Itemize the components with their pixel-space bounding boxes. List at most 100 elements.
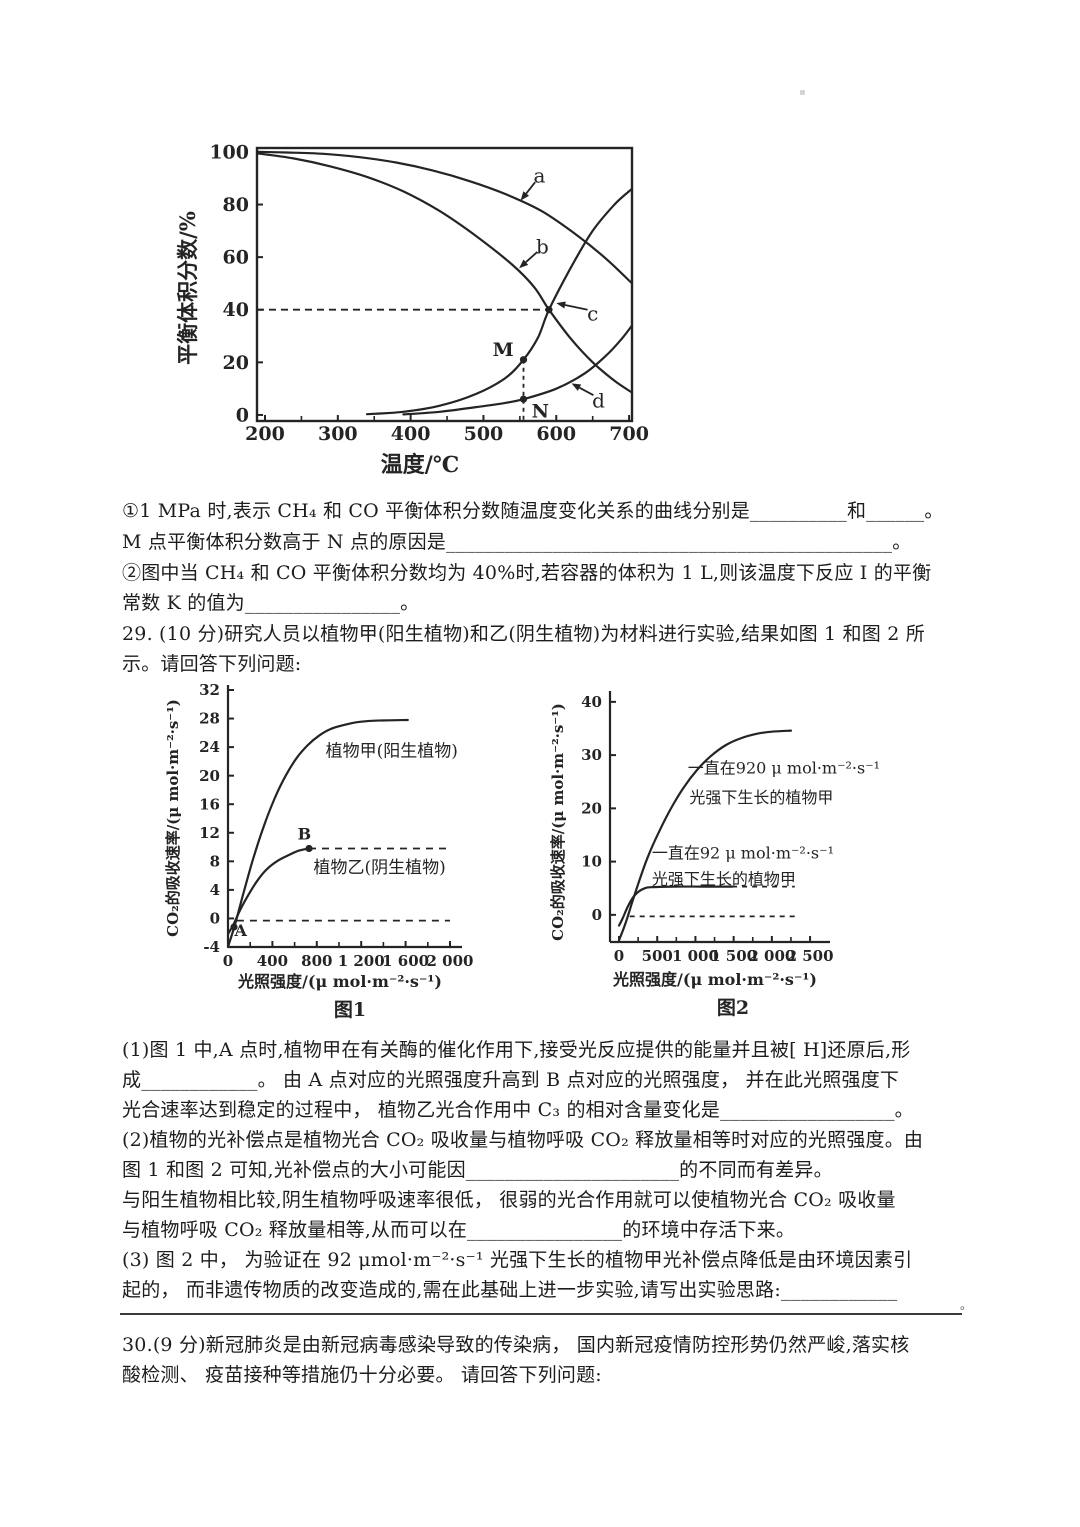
curve-1 [226, 847, 311, 936]
arrow-head [519, 259, 529, 269]
y-tick-label: -4 [203, 938, 220, 956]
y-axis-title: CO₂的吸收速率/(μ mol·m⁻²·s⁻¹) [549, 703, 567, 941]
y-axis-title: CO₂的吸收速率/(μ mol·m⁻²·s⁻¹) [164, 699, 182, 937]
q28-line-2: M 点平衡体积分数高于 N 点的原因是_____________________… [122, 531, 912, 553]
y-tick-label: 20 [581, 799, 602, 817]
x-axis-title: 温度/℃ [381, 452, 459, 478]
x-axis-title: 光照强度/(μ mol·m⁻²·s⁻¹) [237, 972, 442, 991]
curve-label: b [536, 234, 549, 258]
q28-line-1: ①1 MPa 时,表示 CH₄ 和 CO 平衡体积分数随温度变化关系的曲线分别是… [122, 500, 944, 522]
x-tick-label: 1 000 [672, 947, 719, 965]
q29-part2-line-4: 与植物呼吸 CO₂ 释放量相等,从而可以在________________的环境… [122, 1219, 796, 1241]
y-tick-label: 20 [199, 767, 220, 785]
q30-line-1: 30.(9 分)新冠肺炎是由新冠病毒感染导致的传染病， 国内新冠疫情防控形势仍然… [122, 1334, 910, 1356]
equilibrium-volume-fraction-chart: 200 300 400 500 600 700 0 20 40 60 80 100 a b c d M N 温度/℃… [175, 141, 649, 478]
q29-part2-line-1: (2)植物的光补偿点是植物光合 CO₂ 吸收量与植物呼吸 CO₂ 释放量相等时对… [122, 1129, 924, 1151]
marker-dot [519, 356, 528, 364]
x-tick-label: 1 600 [382, 952, 429, 970]
curve-label: M [493, 339, 514, 361]
q29-header-2: 示。请回答下列问题: [122, 653, 302, 675]
arrow-head [520, 191, 529, 201]
y-tick-label: 16 [199, 795, 220, 813]
curve-label: c [587, 301, 598, 325]
y-tick-label: 12 [199, 824, 220, 842]
curve-label: A [234, 921, 248, 940]
y-tick-label: 4 [210, 881, 220, 899]
figure-caption: 图2 [717, 997, 749, 1019]
marker-dot [545, 306, 553, 314]
curve-label: 一直在920 μ mol·m⁻²·s⁻¹ [688, 758, 880, 777]
y-tick-label: 0 [210, 910, 220, 928]
y-tick-label: 60 [223, 247, 249, 269]
arrow-head [556, 301, 566, 309]
curve-label: 植物乙(阴生植物) [313, 858, 445, 878]
x-tick-label: 2 000 [748, 947, 795, 965]
q30-line-2: 酸检测、 疫苗接种等措施仍十分必要。 请回答下列问题: [122, 1364, 602, 1386]
q29-part2-line-2: 图 1 和图 2 可知,光补偿点的大小可能因__________________… [122, 1159, 833, 1181]
curve-1 [255, 152, 634, 394]
marker-dot [519, 395, 528, 403]
q28-line-3: ②图中当 CH₄ 和 CO 平衡体积分数均为 40%时,若容器的体积为 1 L,… [122, 562, 932, 584]
curve-label: 植物甲(阳生植物) [326, 741, 458, 761]
x-tick-label: 2 500 [787, 947, 834, 965]
arrow-shaft [525, 251, 538, 263]
x-axis-title: 光照强度/(μ mol·m⁻²·s⁻¹) [612, 970, 817, 989]
q29-part1-line-3: 光合速率达到稳定的过程中， 植物乙光合作用中 C₃ 的相对含量变化是______… [122, 1099, 914, 1121]
curve-label: B [298, 825, 312, 844]
y-tick-label: 40 [223, 299, 249, 321]
y-tick-label: 8 [210, 852, 220, 870]
curve-label: N [532, 400, 549, 422]
curve-label: 光强下生长的植物甲 [689, 788, 833, 807]
x-tick-label: 500 [464, 423, 504, 445]
marker-dot [230, 923, 238, 931]
curve-0 [255, 150, 634, 285]
x-tick-label: 0 [223, 952, 233, 970]
x-tick-label: 700 [609, 423, 649, 445]
y-axis-title: 平衡体积分数/% [175, 211, 200, 365]
y-tick-label: 28 [199, 710, 220, 728]
y-tick-label: 0 [236, 404, 249, 426]
y-tick-label: 24 [199, 738, 220, 756]
curve-3 [402, 324, 634, 416]
x-tick-label: 800 [301, 952, 332, 970]
q28-line-4: 常数 K 的值为________________。 [122, 592, 420, 614]
q29-part1-line-2: 成____________。 由 A 点对应的光照强度升高到 B 点对应的光照强… [122, 1069, 900, 1091]
curve-label: a [534, 163, 546, 187]
arrow-shaft [525, 181, 536, 195]
y-tick-label: 10 [581, 853, 602, 871]
curve-label: d [592, 388, 605, 412]
curve-label: 一直在92 μ mol·m⁻²·s⁻¹ [652, 844, 834, 863]
y-tick-label: 30 [581, 746, 602, 764]
answer-blank-line [120, 1313, 962, 1315]
q29-part2-line-3: 与阳生植物相比较,阴生植物呼吸速率很低， 很弱的光合作用就可以使植物光合 CO₂… [122, 1189, 896, 1211]
x-tick-label: 2 000 [427, 952, 474, 970]
q29-part3-line-2: 起的， 而非遗传物质的改变造成的,需在此基础上进一步实验,请写出实验思路:___… [122, 1279, 898, 1301]
x-tick-label: 1 500 [710, 947, 757, 965]
y-tick-label: 80 [223, 194, 249, 216]
y-tick-label: 32 [199, 682, 220, 699]
arrow-head [571, 383, 582, 391]
q29-part3-line-1: (3) 图 2 中， 为验证在 92 μmol·m⁻²·s⁻¹ 光强下生长的植物… [122, 1249, 913, 1271]
curve-0 [226, 718, 409, 949]
figure-caption: 图1 [334, 999, 366, 1021]
arrow-shaft [564, 304, 588, 311]
scan-artifact-dot [800, 90, 805, 95]
x-tick-label: 500 [642, 947, 673, 965]
y-tick-label: 40 [581, 693, 602, 711]
y-tick-label: 0 [592, 906, 602, 924]
x-tick-label: 0 [614, 947, 624, 965]
y-tick-label: 20 [223, 352, 249, 374]
curve-1 [617, 885, 734, 927]
curve-label: 光强下生长的植物甲 [652, 870, 796, 889]
q29-header-1: 29. (10 分)研究人员以植物甲(阳生植物)和乙(阴生植物)为材料进行实验,… [122, 623, 925, 645]
arrow-shaft [579, 386, 594, 397]
x-tick-label: 1 200 [338, 952, 385, 970]
x-tick-label: 200 [245, 423, 285, 445]
y-tick-label: 100 [209, 141, 249, 163]
x-tick-label: 400 [391, 423, 431, 445]
q29-part1-line-1: (1)图 1 中,A 点时,植物甲在有关酶的催化作用下,接受光反应提供的能量并且… [122, 1039, 911, 1061]
x-tick-label: 400 [257, 952, 288, 970]
